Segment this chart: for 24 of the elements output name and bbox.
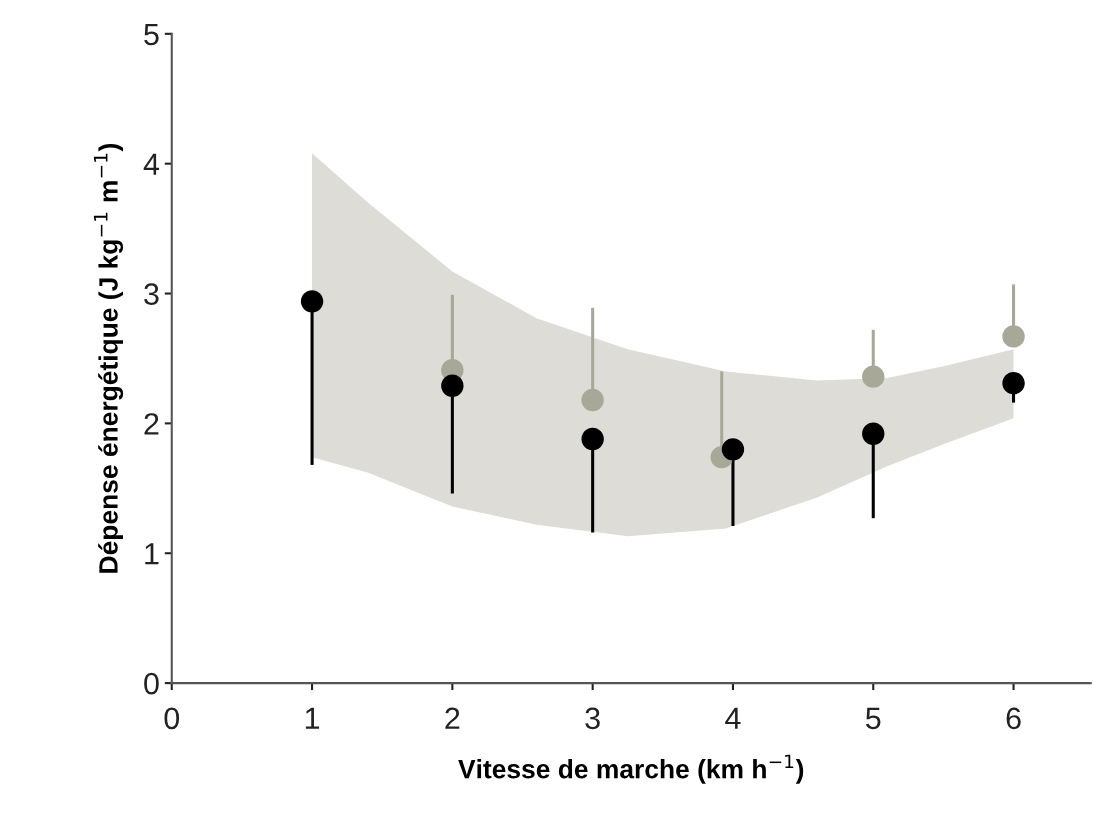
point — [441, 374, 464, 397]
y-tick-label: 3 — [144, 283, 159, 305]
point — [862, 422, 885, 445]
x-tick-label: 5 — [865, 707, 881, 730]
y-tick-label: 4 — [143, 153, 160, 175]
y-tick-label: 1 — [145, 543, 159, 565]
y-tick-label: 0 — [144, 672, 159, 695]
point — [581, 388, 604, 412]
point — [721, 438, 745, 461]
y-axis-title: Dépense énergétique (J kg$^{−1}$ m$^{−1}$) — [93, 143, 124, 573]
x-tick-label: 1 — [305, 707, 320, 729]
x-tick-label: 6 — [1006, 707, 1021, 730]
x-axis-title: Vitesse de marche (km h$^{−1}$) — [458, 754, 804, 784]
x-tick-label: 0 — [164, 707, 180, 730]
point — [300, 290, 324, 313]
y-tick-label: 5 — [144, 23, 159, 46]
x-tick-label: 2 — [445, 707, 460, 729]
point — [862, 365, 885, 388]
x-tick-label: 3 — [585, 707, 600, 730]
point — [1002, 371, 1025, 395]
x-tick-label: 4 — [725, 707, 741, 729]
point — [581, 427, 604, 451]
point — [1002, 325, 1025, 348]
y-tick-label: 2 — [144, 413, 159, 435]
